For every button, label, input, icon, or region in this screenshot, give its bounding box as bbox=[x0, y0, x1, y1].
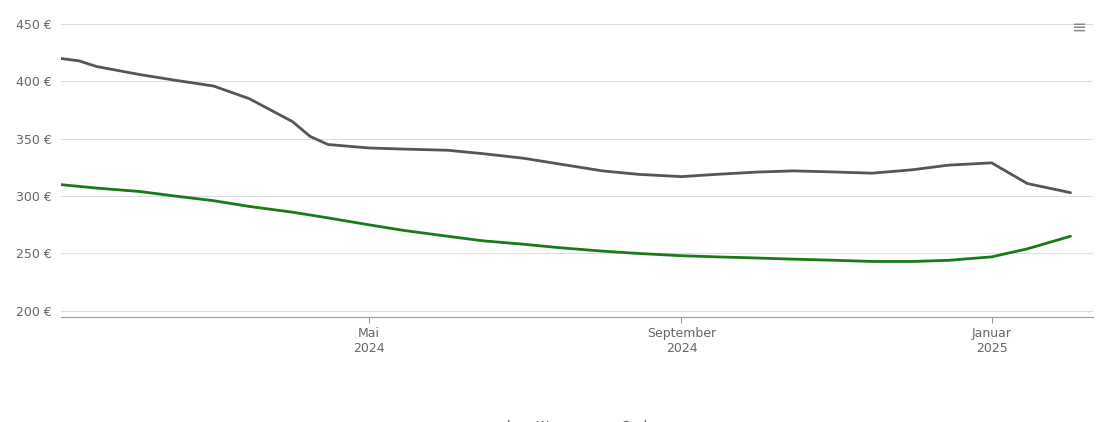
Legend: lose Ware, Sackware: lose Ware, Sackware bbox=[468, 415, 686, 422]
Text: ≡: ≡ bbox=[1071, 19, 1087, 37]
